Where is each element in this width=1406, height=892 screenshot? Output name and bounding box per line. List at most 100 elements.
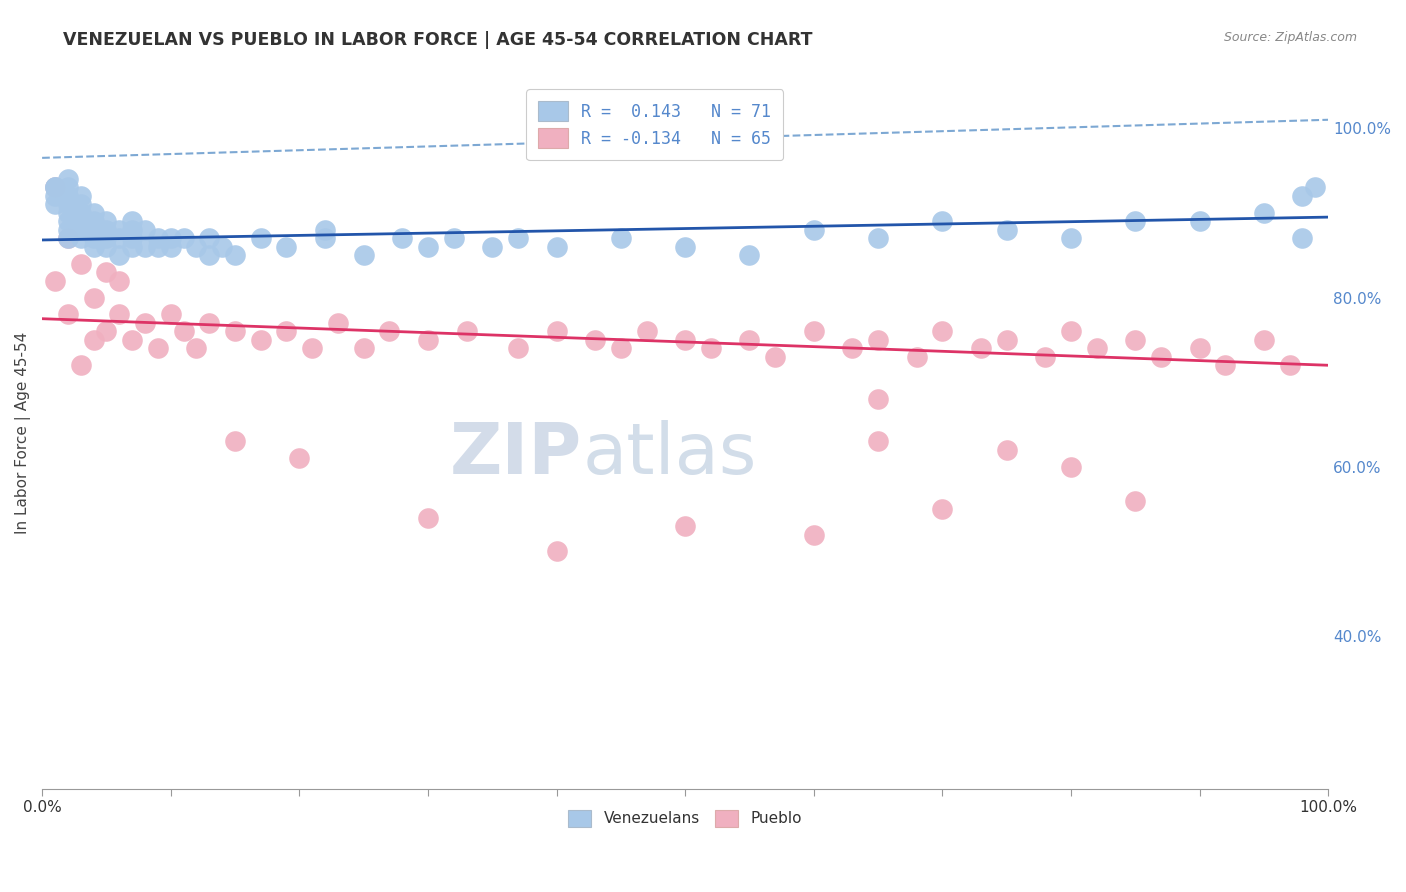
Point xyxy=(931,502,953,516)
Point xyxy=(249,333,271,347)
Text: Source: ZipAtlas.com: Source: ZipAtlas.com xyxy=(1223,31,1357,45)
Point xyxy=(121,214,143,228)
Point xyxy=(211,240,233,254)
Point xyxy=(931,214,953,228)
Point xyxy=(56,231,79,245)
Point xyxy=(186,342,208,356)
Point xyxy=(69,206,91,220)
Point xyxy=(673,333,696,347)
Point xyxy=(301,342,323,356)
Point xyxy=(866,434,889,449)
Point xyxy=(326,316,349,330)
Point xyxy=(1278,358,1301,372)
Point xyxy=(44,180,66,194)
Point xyxy=(276,240,298,254)
Point xyxy=(56,172,79,186)
Point xyxy=(416,333,439,347)
Point xyxy=(1188,214,1211,228)
Point xyxy=(69,257,91,271)
Point xyxy=(173,325,195,339)
Point xyxy=(1253,333,1275,347)
Point xyxy=(416,240,439,254)
Point xyxy=(700,342,723,356)
Point xyxy=(121,231,143,245)
Point xyxy=(443,231,465,245)
Legend: Venezuelans, Pueblo: Venezuelans, Pueblo xyxy=(561,802,810,834)
Point xyxy=(970,342,993,356)
Point xyxy=(134,223,156,237)
Point xyxy=(1150,350,1173,364)
Y-axis label: In Labor Force | Age 45-54: In Labor Force | Age 45-54 xyxy=(15,332,31,534)
Point xyxy=(456,325,478,339)
Point xyxy=(506,342,529,356)
Point xyxy=(83,240,105,254)
Point xyxy=(738,333,761,347)
Point xyxy=(159,231,181,245)
Point xyxy=(866,333,889,347)
Point xyxy=(995,223,1018,237)
Point xyxy=(803,527,825,541)
Point xyxy=(803,325,825,339)
Point xyxy=(159,240,181,254)
Point xyxy=(83,333,105,347)
Point xyxy=(96,223,118,237)
Point xyxy=(96,240,118,254)
Point xyxy=(905,350,928,364)
Point xyxy=(1033,350,1056,364)
Point xyxy=(1060,459,1083,474)
Point xyxy=(1085,342,1108,356)
Point xyxy=(146,342,169,356)
Point xyxy=(546,325,568,339)
Point xyxy=(44,197,66,211)
Point xyxy=(738,248,761,262)
Point xyxy=(1123,333,1146,347)
Point xyxy=(56,308,79,322)
Point xyxy=(803,223,825,237)
Point xyxy=(69,358,91,372)
Point xyxy=(56,214,79,228)
Point xyxy=(1291,189,1313,203)
Point xyxy=(224,325,246,339)
Point xyxy=(44,189,66,203)
Point xyxy=(44,180,66,194)
Point xyxy=(96,265,118,279)
Point xyxy=(763,350,786,364)
Point xyxy=(1060,231,1083,245)
Point xyxy=(69,214,91,228)
Point xyxy=(288,451,311,466)
Point xyxy=(44,180,66,194)
Text: atlas: atlas xyxy=(582,420,756,489)
Point xyxy=(56,231,79,245)
Point xyxy=(108,274,131,288)
Point xyxy=(841,342,863,356)
Point xyxy=(83,291,105,305)
Point xyxy=(198,248,221,262)
Point xyxy=(353,342,375,356)
Point xyxy=(56,189,79,203)
Point xyxy=(56,206,79,220)
Point xyxy=(1253,206,1275,220)
Point xyxy=(610,231,633,245)
Point xyxy=(224,248,246,262)
Point xyxy=(146,240,169,254)
Point xyxy=(546,240,568,254)
Point xyxy=(481,240,503,254)
Point xyxy=(56,197,79,211)
Point xyxy=(69,197,91,211)
Point xyxy=(224,434,246,449)
Text: VENEZUELAN VS PUEBLO IN LABOR FORCE | AGE 45-54 CORRELATION CHART: VENEZUELAN VS PUEBLO IN LABOR FORCE | AG… xyxy=(63,31,813,49)
Point xyxy=(83,214,105,228)
Point xyxy=(249,231,271,245)
Point xyxy=(121,333,143,347)
Point xyxy=(1123,493,1146,508)
Point xyxy=(134,240,156,254)
Point xyxy=(186,240,208,254)
Point xyxy=(121,240,143,254)
Point xyxy=(391,231,413,245)
Point xyxy=(69,189,91,203)
Point xyxy=(44,274,66,288)
Text: ZIP: ZIP xyxy=(450,420,582,489)
Point xyxy=(1123,214,1146,228)
Point xyxy=(146,231,169,245)
Point xyxy=(314,231,336,245)
